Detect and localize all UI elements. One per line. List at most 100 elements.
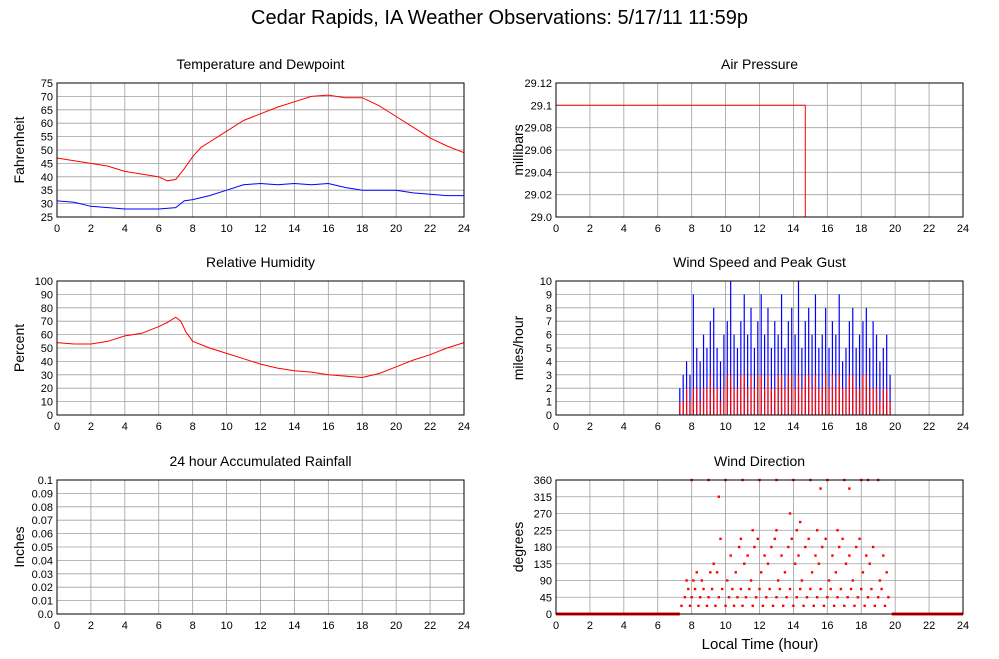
x-tick-label: 18 (855, 421, 867, 433)
plot-frame (555, 82, 964, 218)
y-tick-label: 0 (47, 410, 53, 422)
data-point (844, 562, 848, 565)
x-tick-label: 0 (54, 421, 60, 433)
y-tick-label: 29.1 (531, 100, 552, 112)
data-point (824, 537, 827, 541)
data-point (729, 554, 732, 557)
data-point (790, 537, 793, 541)
data-point (838, 545, 841, 549)
data-point (754, 596, 758, 599)
data-point (692, 579, 695, 582)
y-tick-label: 25 (41, 212, 53, 224)
data-point (799, 520, 802, 524)
data-point (856, 596, 860, 599)
data-point (688, 604, 692, 608)
y-tick-label: 70 (41, 316, 53, 328)
data-point (753, 545, 756, 549)
data-point (843, 604, 846, 608)
data-point (680, 604, 683, 608)
x-tick-label: 20 (390, 421, 402, 433)
data-point (800, 579, 804, 582)
x-tick-label: 6 (156, 620, 162, 632)
data-point (839, 587, 843, 591)
data-point (782, 604, 785, 608)
y-tick-label: 35 (41, 185, 53, 197)
x-tick-label: 22 (424, 223, 436, 235)
data-point (775, 596, 778, 599)
data-point (846, 596, 849, 599)
y-tick-label: 1 (546, 397, 552, 409)
y-tick-label: 30 (41, 370, 53, 382)
data-point (732, 604, 736, 608)
x-tick-label: 16 (322, 620, 334, 632)
x-tick-label: 10 (220, 223, 232, 235)
data-point (719, 537, 722, 541)
data-point (724, 604, 727, 608)
y-axis-label: Inches (11, 526, 27, 567)
series-line (56, 316, 465, 379)
x-tick-label: 2 (88, 620, 94, 632)
data-point (836, 596, 839, 599)
x-tick-label: 22 (424, 421, 436, 433)
chart-title: Relative Humidity (206, 254, 315, 270)
data-point (804, 545, 807, 549)
x-tick-label: 0 (553, 620, 559, 632)
y-tick-label: 270 (534, 509, 552, 521)
data-point (815, 596, 819, 599)
data-point (734, 571, 737, 574)
data-point (853, 604, 856, 608)
y-tick-label: 6 (546, 330, 552, 342)
y-tick-label: 60 (41, 118, 53, 130)
plot-frame (56, 280, 465, 416)
x-tick-label: 24 (458, 421, 470, 433)
data-point (863, 604, 866, 608)
x-tick-label: 2 (587, 620, 593, 632)
x-tick-label: 6 (156, 223, 162, 235)
x-tick-label: 0 (54, 223, 60, 235)
x-tick-label: 14 (288, 223, 300, 235)
x-tick-label: 10 (220, 421, 232, 433)
x-tick-label: 14 (288, 421, 300, 433)
y-tick-label: 29.04 (524, 167, 552, 179)
data-point (783, 571, 787, 574)
x-tick-label: 10 (719, 223, 731, 235)
data-point (717, 495, 720, 498)
x-tick-label: 8 (689, 223, 695, 235)
y-tick-label: 0.04 (32, 555, 53, 567)
y-tick-label: 30 (41, 199, 53, 211)
y-tick-label: 55 (41, 132, 53, 144)
data-point (802, 604, 805, 608)
data-point (751, 529, 754, 532)
x-tick-label: 12 (753, 223, 765, 235)
y-tick-label: 80 (41, 303, 53, 315)
data-point (870, 587, 873, 591)
x-tick-label: 10 (719, 421, 731, 433)
data-point (776, 579, 780, 582)
x-tick-label: 12 (753, 421, 765, 433)
data-point (885, 571, 888, 574)
y-axis-label: millibars (510, 124, 526, 175)
chart-title: Wind Direction (714, 453, 805, 469)
data-point (749, 579, 753, 582)
plot-frame (56, 82, 465, 218)
y-tick-label: 2 (546, 383, 552, 395)
data-point (883, 604, 887, 608)
data-point (785, 596, 788, 599)
y-tick-label: 0.08 (32, 502, 53, 514)
y-tick-label: 20 (41, 383, 53, 395)
x-tick-label: 14 (288, 620, 300, 632)
y-tick-label: 180 (534, 542, 552, 554)
data-point (866, 596, 870, 599)
chart-title: Temperature and Dewpoint (176, 56, 344, 72)
data-point (763, 554, 766, 557)
data-point (836, 529, 839, 532)
data-point (819, 587, 822, 591)
data-point (712, 562, 715, 565)
x-tick-label: 14 (787, 223, 799, 235)
x-tick-label: 22 (424, 620, 436, 632)
